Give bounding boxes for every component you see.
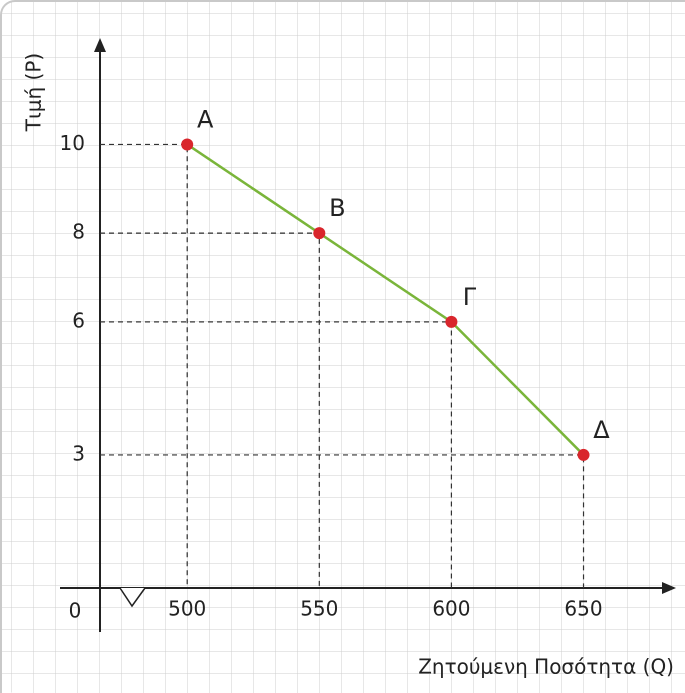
point-label: Γ xyxy=(463,283,477,311)
demand-line xyxy=(186,143,585,456)
point-label: Α xyxy=(197,105,214,133)
point-label: Β xyxy=(329,194,345,222)
x-tick-label: 650 xyxy=(564,597,602,621)
x-tick-label: 600 xyxy=(432,597,470,621)
x-axis-label: Ζητούμενη Ποσότητα (Q) xyxy=(418,655,674,679)
x-tick-label: 500 xyxy=(168,597,206,621)
axes xyxy=(60,38,676,632)
point xyxy=(577,448,590,461)
x-tick-label: 550 xyxy=(300,597,338,621)
origin-label: 0 xyxy=(69,599,82,623)
y-tick-label: 10 xyxy=(60,131,85,155)
y-tick-label: 6 xyxy=(72,308,85,332)
point xyxy=(181,138,194,151)
x-arrow xyxy=(662,582,676,594)
y-tick-label: 3 xyxy=(72,441,85,465)
y-tick-label: 8 xyxy=(72,220,85,244)
point xyxy=(445,315,458,328)
y-arrow xyxy=(94,38,106,52)
point-label: Δ xyxy=(593,416,610,444)
guide-line xyxy=(100,143,188,588)
axis-break xyxy=(119,587,146,608)
point xyxy=(313,227,326,240)
y-axis-label: Τιμή (P) xyxy=(22,53,46,132)
